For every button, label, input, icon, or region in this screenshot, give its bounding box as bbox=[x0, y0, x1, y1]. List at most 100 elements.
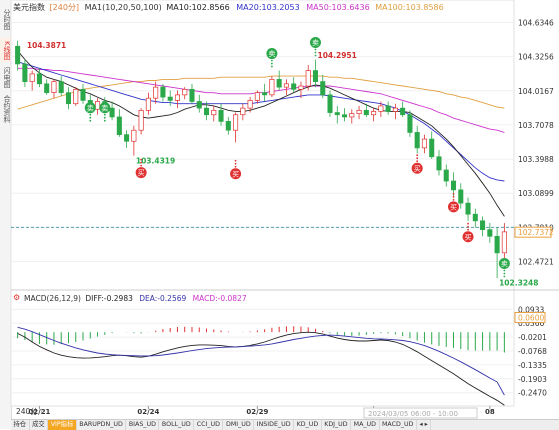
candle bbox=[218, 103, 224, 126]
candle-body bbox=[211, 109, 217, 116]
signal-dot bbox=[270, 62, 273, 65]
price-panel bbox=[10, 0, 515, 291]
price-annotations: 104.3871 104.2951 103.4319 102.3248 bbox=[27, 41, 539, 288]
timeframe-selector[interactable]: 240分 ‹ bbox=[16, 406, 43, 417]
candle bbox=[240, 103, 246, 121]
candle-body bbox=[116, 116, 122, 135]
indicator-tab[interactable]: 持仓 bbox=[11, 420, 30, 430]
candle bbox=[334, 105, 340, 124]
macd-macd-value: MACD:-0.0827 bbox=[193, 294, 247, 303]
candle bbox=[363, 103, 369, 117]
sell-signal: 卖 bbox=[309, 37, 321, 57]
signal-label: 买 bbox=[232, 170, 239, 178]
price-tick-label: 103.3988 bbox=[518, 155, 554, 164]
candle bbox=[283, 79, 289, 95]
ma20-value: MA20:103.2053 bbox=[236, 3, 299, 12]
candle-body bbox=[109, 107, 115, 118]
candle-body bbox=[312, 70, 319, 82]
candle bbox=[80, 83, 86, 104]
candle bbox=[167, 90, 173, 106]
candle-body bbox=[392, 107, 398, 112]
candle bbox=[160, 83, 166, 102]
candle-body bbox=[233, 114, 239, 131]
candle-body bbox=[276, 79, 282, 88]
time-tooltip: 2024/03/05 06:00 - 10:00 bbox=[368, 410, 458, 418]
candle-body bbox=[225, 121, 231, 131]
tab-kline[interactable]: K线图 bbox=[0, 38, 11, 62]
candle bbox=[138, 108, 144, 135]
indicator-tab[interactable]: DMI_UD bbox=[223, 420, 255, 430]
ma10-value: MA10:102.8566 bbox=[166, 3, 229, 12]
x-tick-label: 02/24 bbox=[137, 408, 159, 416]
buy-signal: 买 bbox=[411, 154, 423, 174]
indicator-tab[interactable]: BARUPDN_UD bbox=[77, 420, 127, 430]
signal-dot bbox=[140, 158, 143, 161]
macd-settings-icon[interactable]: ⚙ bbox=[13, 293, 20, 302]
indicator-tab[interactable]: MA_UD bbox=[351, 420, 380, 430]
candle bbox=[371, 108, 377, 122]
indicator-tab[interactable]: MACD_UD bbox=[380, 420, 417, 430]
signal-dot bbox=[452, 198, 455, 201]
candle-body bbox=[283, 83, 289, 88]
signal-dot bbox=[314, 54, 317, 57]
period-label: [240分] bbox=[50, 3, 80, 12]
candle bbox=[392, 103, 398, 120]
tab-intraday[interactable]: 分时图 bbox=[3, 8, 11, 30]
macd-diff-value: DIFF:-0.2983 bbox=[85, 294, 133, 303]
chart-header: 美元指数 [240分] MA1(10,20,50,100) MA10:102.8… bbox=[13, 2, 444, 12]
tab-lightning[interactable]: 闪电图 bbox=[3, 66, 11, 88]
tab-contract-info[interactable]: 合约资料 bbox=[3, 95, 11, 123]
price-annotation: 102.3248 bbox=[499, 279, 538, 288]
candle bbox=[22, 59, 28, 88]
candle bbox=[298, 81, 304, 99]
candle-body bbox=[342, 114, 348, 118]
candle bbox=[414, 125, 420, 154]
candle bbox=[421, 134, 427, 154]
indicator-tab[interactable]: 成交 bbox=[30, 420, 49, 430]
candle bbox=[269, 76, 275, 98]
candle bbox=[153, 81, 159, 104]
candle-body bbox=[327, 94, 333, 113]
candle bbox=[407, 110, 413, 137]
price-annotation: 103.4319 bbox=[136, 156, 175, 165]
candle-body bbox=[73, 88, 79, 105]
candle-body bbox=[167, 96, 173, 101]
macd-params: MACD(26,12,9) bbox=[24, 294, 81, 303]
signal-dot bbox=[270, 65, 273, 68]
indicator-tab[interactable]: BOLL_UD bbox=[159, 420, 195, 430]
candle-body bbox=[291, 83, 297, 90]
buy-signal: 买 bbox=[448, 192, 460, 213]
candle bbox=[44, 79, 50, 95]
scroll-tabs-icon[interactable]: ◂ ▸ bbox=[417, 420, 432, 430]
indicator-tab[interactable]: KD_UD bbox=[294, 420, 322, 430]
chart-area[interactable]: 美元指数 [240分] MA1(10,20,50,100) MA10:102.8… bbox=[0, 0, 559, 419]
signal-dot bbox=[234, 165, 237, 168]
candle-body bbox=[407, 114, 413, 133]
x-tick-label: 02/29 bbox=[246, 408, 268, 416]
indicator-tab[interactable]: KDJ_UD bbox=[322, 420, 352, 430]
signal-label: 卖 bbox=[101, 104, 108, 112]
signal-dot bbox=[103, 113, 106, 116]
signal-badge bbox=[309, 37, 321, 49]
price-annotation: 104.3871 bbox=[27, 41, 66, 50]
signal-dot bbox=[89, 119, 92, 122]
candle bbox=[131, 125, 137, 156]
indicator-tab[interactable]: INSIDE_UD bbox=[254, 420, 295, 430]
indicator-tab[interactable]: CCI_UD bbox=[194, 420, 224, 430]
candle-body bbox=[450, 180, 457, 191]
candle bbox=[385, 101, 391, 115]
indicator-tab[interactable]: BIAS_UD bbox=[126, 420, 160, 430]
sell-signal: 卖 bbox=[266, 48, 278, 68]
time-tooltip-box bbox=[363, 407, 478, 419]
signal-dot bbox=[503, 275, 506, 278]
candle-body bbox=[356, 109, 362, 114]
indicator-tab[interactable]: VIP指标 bbox=[48, 420, 77, 430]
candle-body bbox=[182, 88, 188, 96]
candle-body bbox=[436, 156, 442, 171]
candle bbox=[196, 94, 202, 113]
candle-body bbox=[15, 45, 21, 65]
signal-label: 买 bbox=[138, 169, 145, 177]
price-tick-label: 103.0899 bbox=[518, 189, 554, 198]
sell-signal: 卖 bbox=[84, 102, 96, 122]
signal-dot bbox=[103, 119, 106, 122]
